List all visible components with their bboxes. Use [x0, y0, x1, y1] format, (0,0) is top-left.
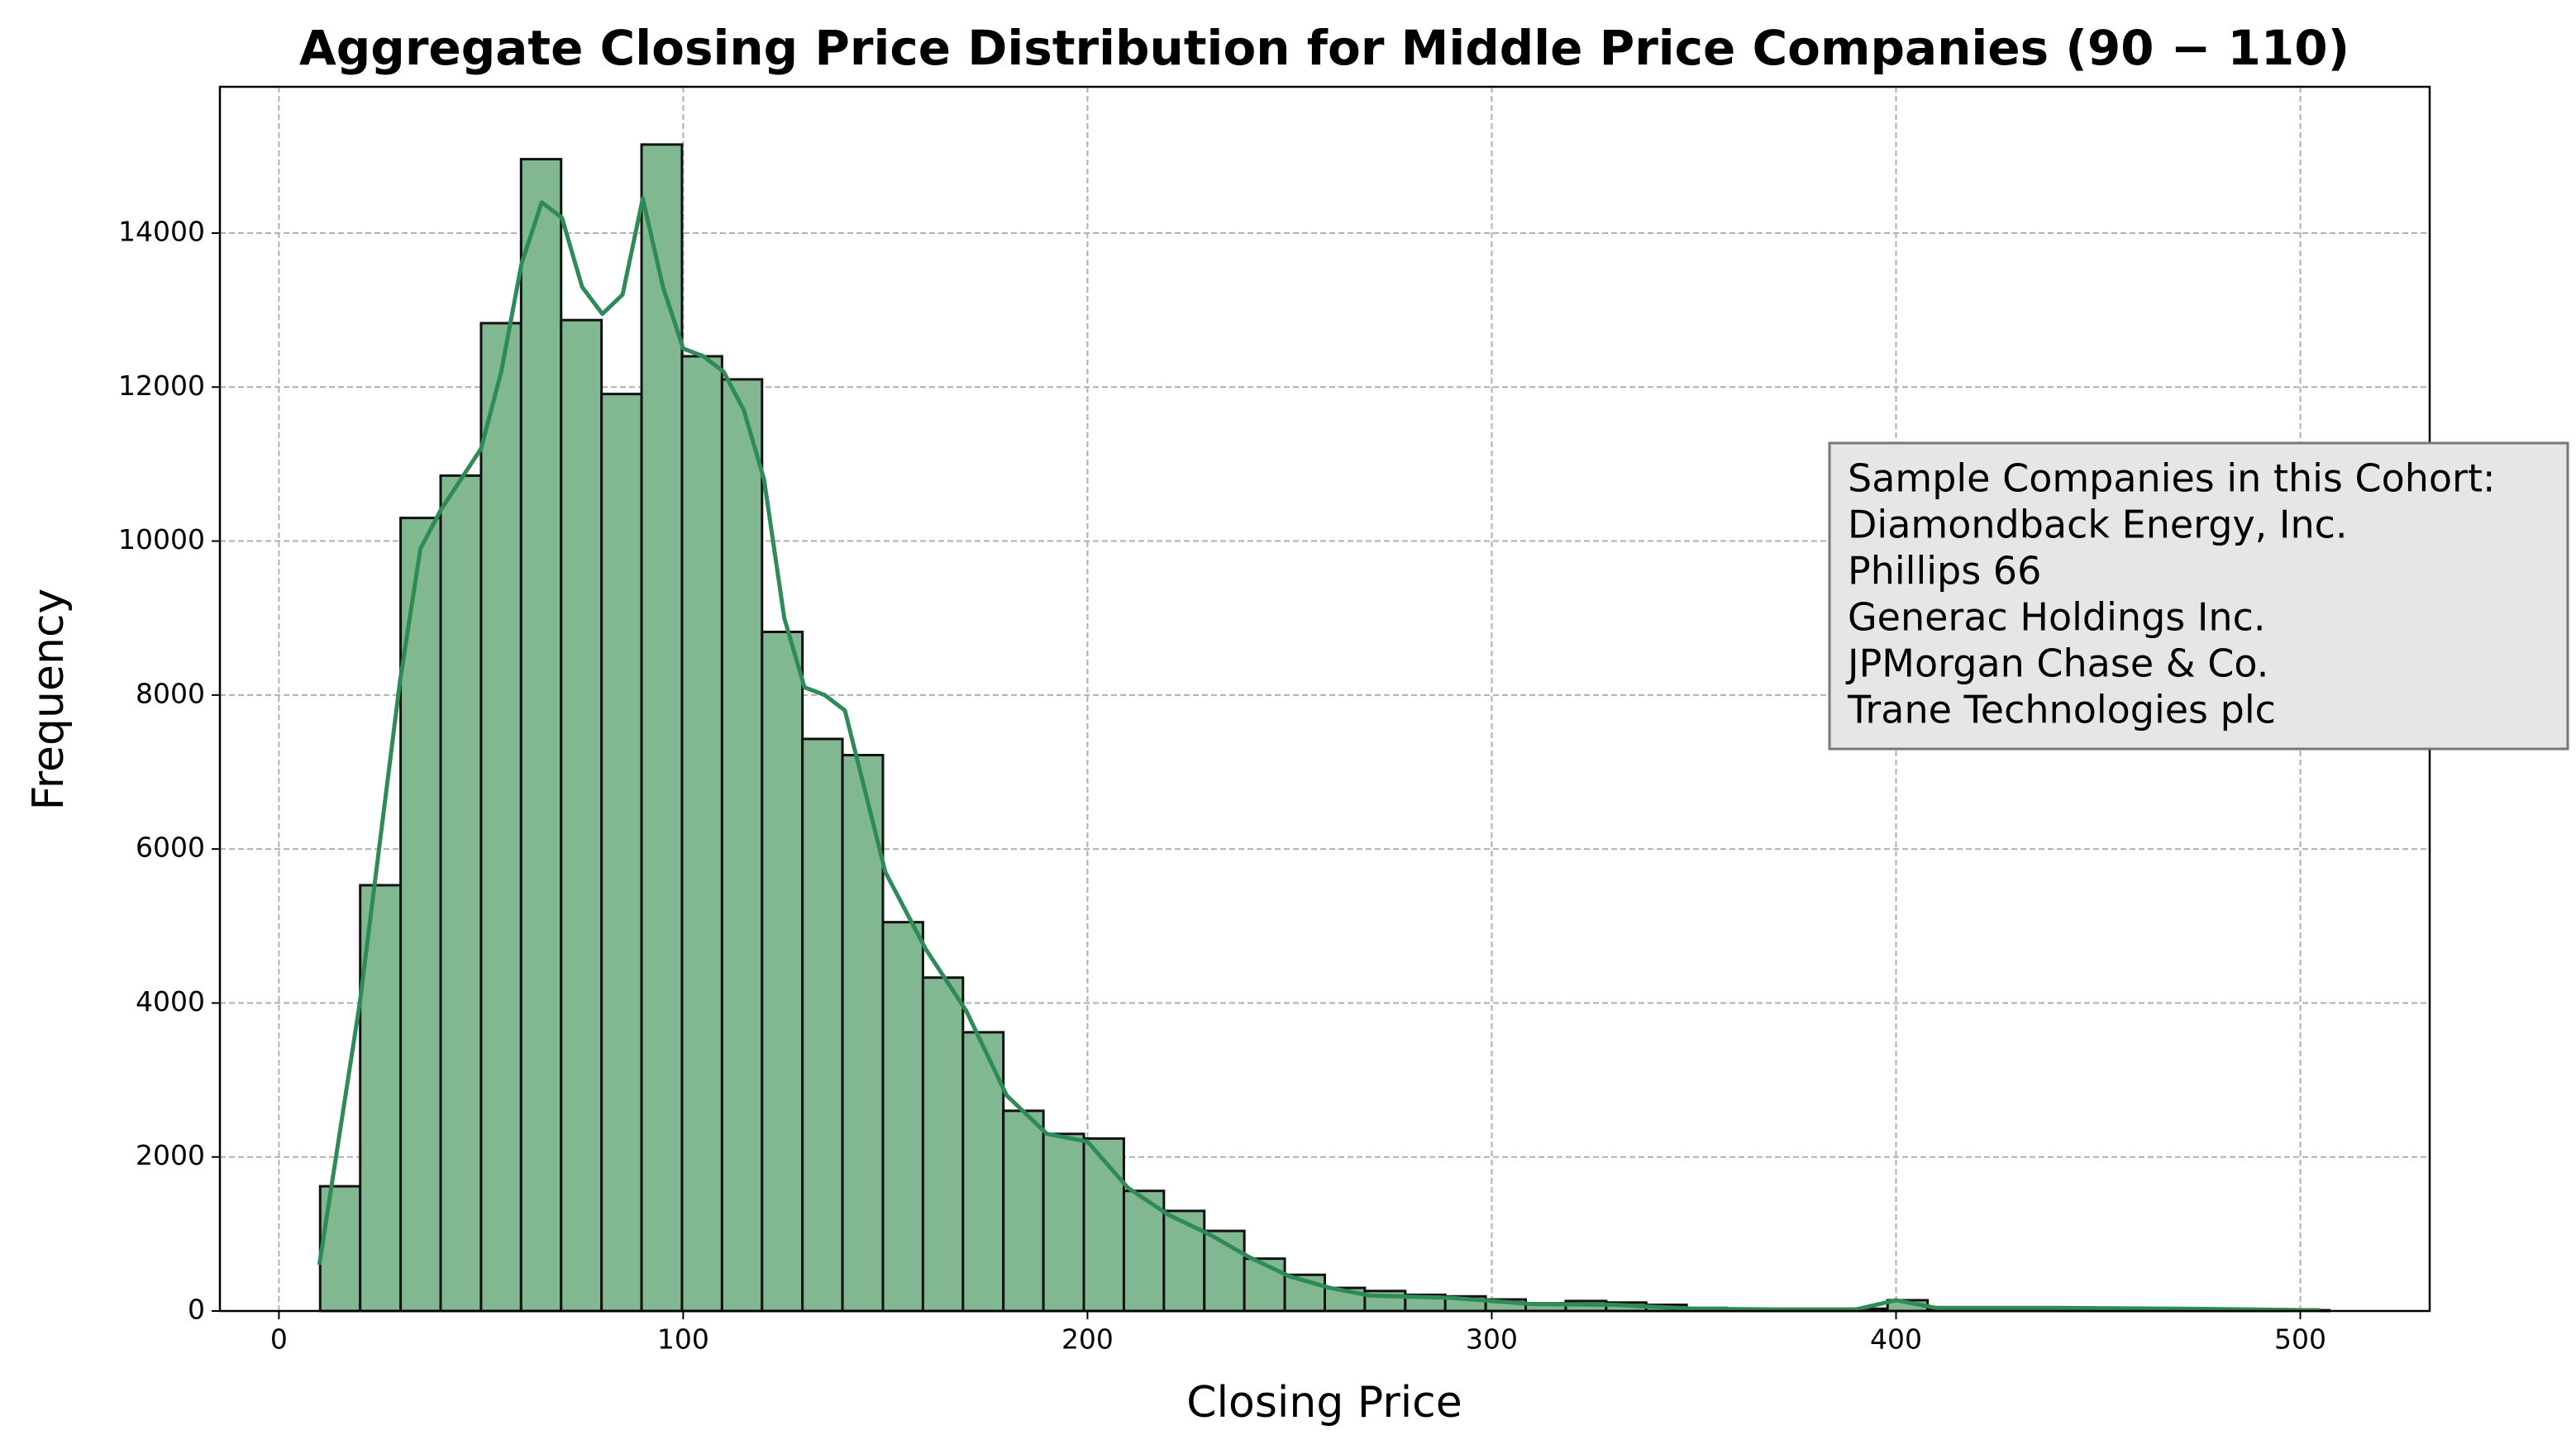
histogram-bar	[519, 158, 563, 1313]
histogram-bar	[1162, 1209, 1206, 1313]
y-axis-label: Frequency	[24, 589, 74, 811]
histogram-bar	[600, 393, 643, 1313]
histogram-bar	[640, 143, 684, 1313]
histogram-bar	[720, 378, 764, 1313]
x-tick-label: 200	[1061, 1323, 1114, 1356]
x-tick-label: 0	[270, 1323, 288, 1356]
histogram-bar	[439, 474, 483, 1313]
annotation-line: Generac Holdings Inc.	[1848, 595, 2265, 640]
histogram-bar	[1002, 1109, 1045, 1313]
histogram-bar	[680, 355, 723, 1313]
x-tick-label: 300	[1466, 1323, 1518, 1356]
histogram-bar	[1082, 1137, 1125, 1313]
histogram-bar	[560, 318, 603, 1313]
histogram-bar	[479, 322, 522, 1313]
y-tick-label: 2000	[136, 1139, 205, 1171]
y-tick-label: 12000	[118, 369, 205, 402]
annotation-line: Diamondback Energy, Inc.	[1848, 503, 2348, 547]
histogram-bar	[761, 630, 804, 1313]
histogram-bar	[921, 976, 965, 1313]
x-axis-label: Closing Price	[1186, 1378, 1462, 1428]
annotation-background	[1828, 441, 2569, 751]
y-tick-label: 14000	[118, 215, 205, 247]
histogram-bar	[1042, 1132, 1085, 1313]
annotation-line: Sample Companies in this Cohort:	[1848, 456, 2496, 501]
kde-line	[317, 196, 2321, 1313]
annotation-box: Sample Companies in this Cohort:Diamondb…	[1828, 441, 2569, 751]
annotation-line: JPMorgan Chase & Co.	[1845, 641, 2268, 686]
y-tick-label: 8000	[136, 677, 205, 709]
annotation-line: Trane Technologies plc	[1847, 688, 2276, 732]
y-tick-label: 6000	[136, 832, 205, 864]
x-tick-label: 500	[2274, 1323, 2326, 1356]
histogram-bar	[801, 737, 844, 1313]
annotation-line: Phillips 66	[1848, 549, 2041, 594]
x-tick-label: 400	[1870, 1323, 1922, 1356]
y-tick-label: 0	[188, 1294, 205, 1326]
chart-title: Aggregate Closing Price Distribution for…	[299, 20, 2349, 76]
x-tick-label: 100	[657, 1323, 709, 1356]
y-tick-label: 10000	[118, 523, 205, 555]
histogram-bar	[881, 921, 924, 1313]
y-tick-label: 4000	[136, 985, 205, 1018]
histogram-bar	[318, 1185, 362, 1313]
